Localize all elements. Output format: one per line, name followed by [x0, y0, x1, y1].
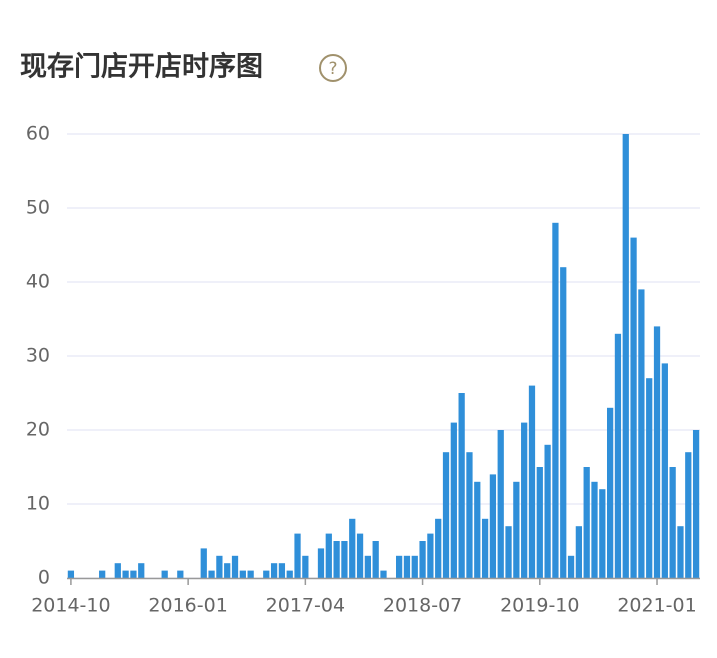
bar [411, 555, 418, 578]
bar [294, 533, 301, 578]
bar [403, 555, 411, 578]
y-tick-label: 50 [26, 197, 50, 219]
x-tick-label: 2014-10 [31, 595, 110, 617]
bar [239, 570, 246, 578]
bar [325, 533, 332, 578]
bar [481, 518, 489, 578]
bar [286, 570, 293, 578]
bar [216, 555, 223, 578]
bar [646, 378, 653, 578]
bar [544, 444, 551, 578]
x-tick-label: 2017-04 [266, 595, 345, 617]
bar [122, 570, 129, 578]
bar [474, 481, 481, 578]
bar [317, 548, 325, 578]
bar [560, 267, 567, 578]
bar [536, 467, 543, 578]
bar [638, 289, 645, 578]
bar [427, 533, 434, 578]
bar [278, 563, 286, 578]
bar [372, 541, 379, 578]
bar [349, 518, 356, 578]
bar [356, 533, 364, 578]
bar [599, 489, 606, 578]
bar [450, 422, 457, 578]
bar [435, 518, 442, 578]
x-tick-label: 2016-01 [148, 595, 227, 617]
y-tick-label: 40 [26, 271, 50, 293]
bar [575, 526, 582, 578]
bar [177, 570, 184, 578]
y-tick-label: 20 [26, 419, 50, 441]
bar [200, 548, 207, 578]
bar [458, 393, 465, 578]
bar [270, 563, 278, 578]
bar [231, 555, 239, 578]
bar [567, 555, 575, 578]
y-tick-label: 60 [26, 123, 50, 145]
bar [630, 237, 637, 578]
bar [333, 541, 340, 578]
bar [138, 563, 145, 578]
y-tick-label: 30 [26, 345, 50, 367]
bar [607, 407, 614, 578]
bar [513, 481, 520, 578]
bar [653, 326, 661, 578]
bar [685, 452, 692, 578]
bar [263, 570, 270, 578]
bar [692, 430, 700, 578]
bar [67, 570, 75, 578]
bar [247, 570, 254, 578]
bar [505, 526, 512, 578]
x-tick-label: 2021-01 [617, 595, 696, 617]
bar [497, 430, 504, 578]
bar [669, 467, 676, 578]
bar [419, 541, 426, 578]
bar [677, 526, 684, 578]
bar [99, 570, 106, 578]
bar [442, 452, 450, 578]
bar [521, 422, 528, 578]
bar [591, 481, 598, 578]
bar [380, 570, 387, 578]
bar [161, 570, 168, 578]
bar [583, 467, 590, 578]
help-icon[interactable] [319, 54, 347, 82]
bar [661, 363, 668, 578]
y-tick-label: 0 [38, 567, 50, 589]
bar [364, 555, 371, 578]
bar [622, 134, 629, 578]
x-tick-label: 2018-07 [383, 595, 462, 617]
bar [114, 563, 121, 578]
bar [614, 333, 622, 578]
bar [302, 555, 309, 578]
bar [528, 385, 536, 578]
bar [341, 541, 348, 578]
y-tick-label: 10 [26, 493, 50, 515]
bar [396, 555, 403, 578]
bar [130, 570, 137, 578]
bar [224, 563, 231, 578]
bar [552, 222, 559, 579]
help-icon-text[interactable]: ? [328, 59, 337, 79]
x-tick-label: 2019-10 [500, 595, 579, 617]
bar [208, 570, 215, 578]
bar [489, 474, 497, 578]
bar [466, 452, 473, 578]
chart-title: 现存门店开店时序图 [20, 51, 263, 83]
